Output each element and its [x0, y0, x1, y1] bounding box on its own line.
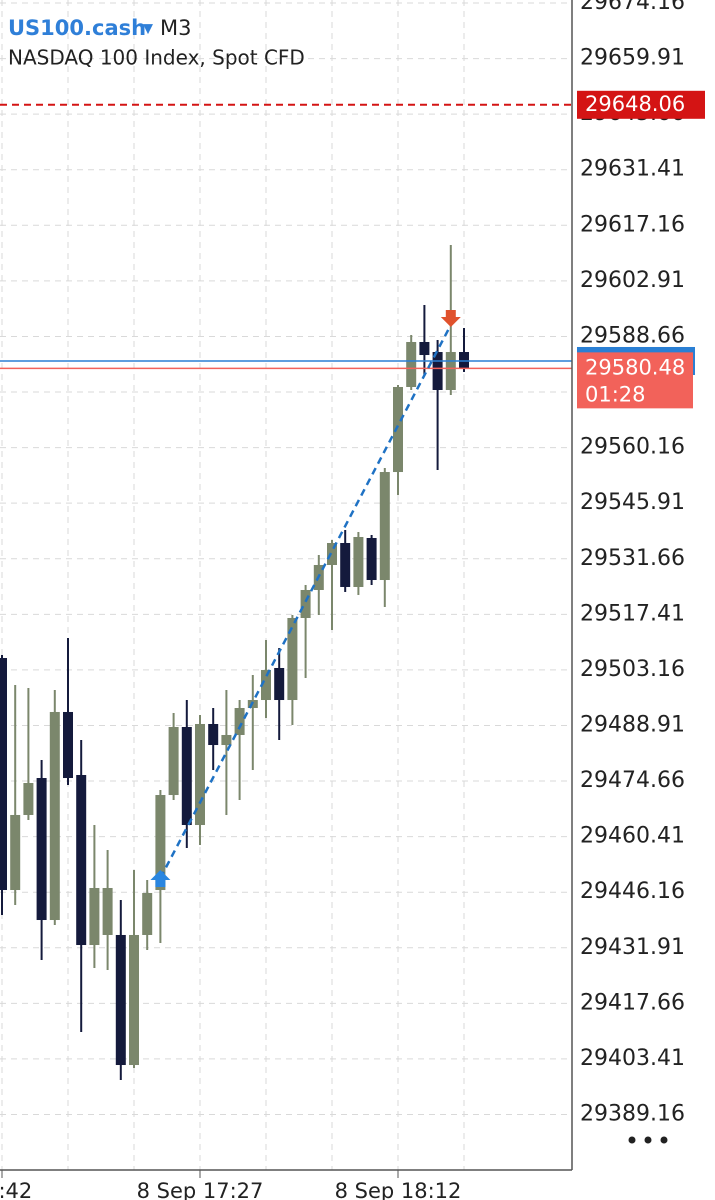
y-tick-label: 29389.16	[580, 1102, 685, 1127]
countdown: 01:28	[585, 382, 646, 406]
candle-body	[340, 542, 351, 587]
candle-body	[195, 723, 205, 826]
candle-body	[366, 538, 377, 581]
description: NASDAQ 100 Index, Spot CFD	[8, 46, 305, 70]
y-tick-label: 29617.16	[580, 212, 685, 237]
dot[interactable]	[660, 1136, 668, 1144]
level-label-box	[577, 90, 705, 119]
x-tick-label: 8 Sep 17:27	[137, 1179, 264, 1200]
candle-body	[234, 708, 245, 735]
candle-body	[406, 341, 417, 387]
y-tick-label: 29474.66	[580, 768, 685, 793]
candle-body	[63, 711, 73, 779]
candle-body	[300, 589, 311, 618]
bid-label: 29580.48	[585, 355, 685, 379]
y-tick-label: 29460.41	[580, 824, 685, 849]
y-tick-label: 29588.66	[580, 323, 685, 348]
candle-body	[432, 352, 443, 390]
candle-body	[129, 934, 139, 1066]
candle-body	[168, 726, 179, 796]
y-tick-label: 29446.16	[580, 879, 685, 904]
candle-body	[261, 669, 271, 701]
candle-body	[287, 617, 298, 701]
y-tick-label: 29659.91	[580, 46, 685, 71]
y-tick-label: 29531.66	[580, 546, 685, 571]
buy-arrow	[150, 870, 171, 888]
x-tick-label: 16:42	[0, 1179, 32, 1200]
sell-arrow	[440, 309, 461, 327]
candle-body	[379, 472, 390, 581]
candle-body	[23, 783, 34, 815]
symbol[interactable]: US100.cash	[8, 16, 146, 40]
candle-body	[89, 887, 100, 946]
trade-line	[159, 324, 452, 879]
candle-body	[221, 734, 232, 746]
candle-body	[142, 892, 153, 935]
y-tick-label: 29517.41	[580, 601, 685, 626]
candle-body	[36, 778, 47, 921]
dot[interactable]	[628, 1136, 636, 1144]
candle-body	[419, 341, 430, 356]
grid	[0, 0, 572, 1178]
more-menu[interactable]	[628, 1136, 668, 1144]
y-tick-label: 29674.16	[580, 0, 685, 15]
candle-body	[327, 542, 337, 565]
candle-body	[49, 711, 60, 921]
y-tick-label: 29602.91	[580, 268, 685, 293]
x-tick-label: 8 Sep 18:12	[335, 1179, 462, 1200]
candle-body	[0, 658, 7, 891]
y-tick-label: 29503.16	[580, 657, 685, 682]
candle-body	[181, 726, 192, 826]
candle-body	[353, 536, 364, 587]
candle-body	[115, 934, 126, 1066]
candle-body	[10, 814, 21, 891]
candle-body	[274, 667, 285, 701]
y-tick-label: 29545.91	[580, 490, 685, 515]
level-label: 29648.06	[585, 92, 685, 116]
bid-label-box	[577, 352, 693, 409]
y-tick-label: 29560.16	[580, 435, 685, 460]
price-axis: 29674.1629659.9129645.6629631.4129617.16…	[577, 0, 705, 1127]
candle-body	[76, 775, 87, 946]
candle-body	[445, 352, 456, 390]
timeframe[interactable]: M3	[160, 16, 191, 40]
dot[interactable]	[644, 1136, 652, 1144]
y-tick-label: 29403.41	[580, 1046, 685, 1071]
candle-body	[208, 723, 219, 746]
plot	[0, 103, 572, 1080]
candle-body	[102, 887, 113, 935]
candle-body	[459, 352, 469, 369]
dropdown-arrow[interactable]: ▼	[143, 22, 153, 37]
y-tick-label: 29431.91	[580, 935, 685, 960]
candle-body	[155, 795, 166, 891]
candle-body	[393, 386, 403, 473]
y-tick-label: 29417.66	[580, 990, 685, 1015]
y-tick-label: 29631.41	[580, 157, 685, 182]
y-tick-label: 29488.91	[580, 712, 685, 737]
